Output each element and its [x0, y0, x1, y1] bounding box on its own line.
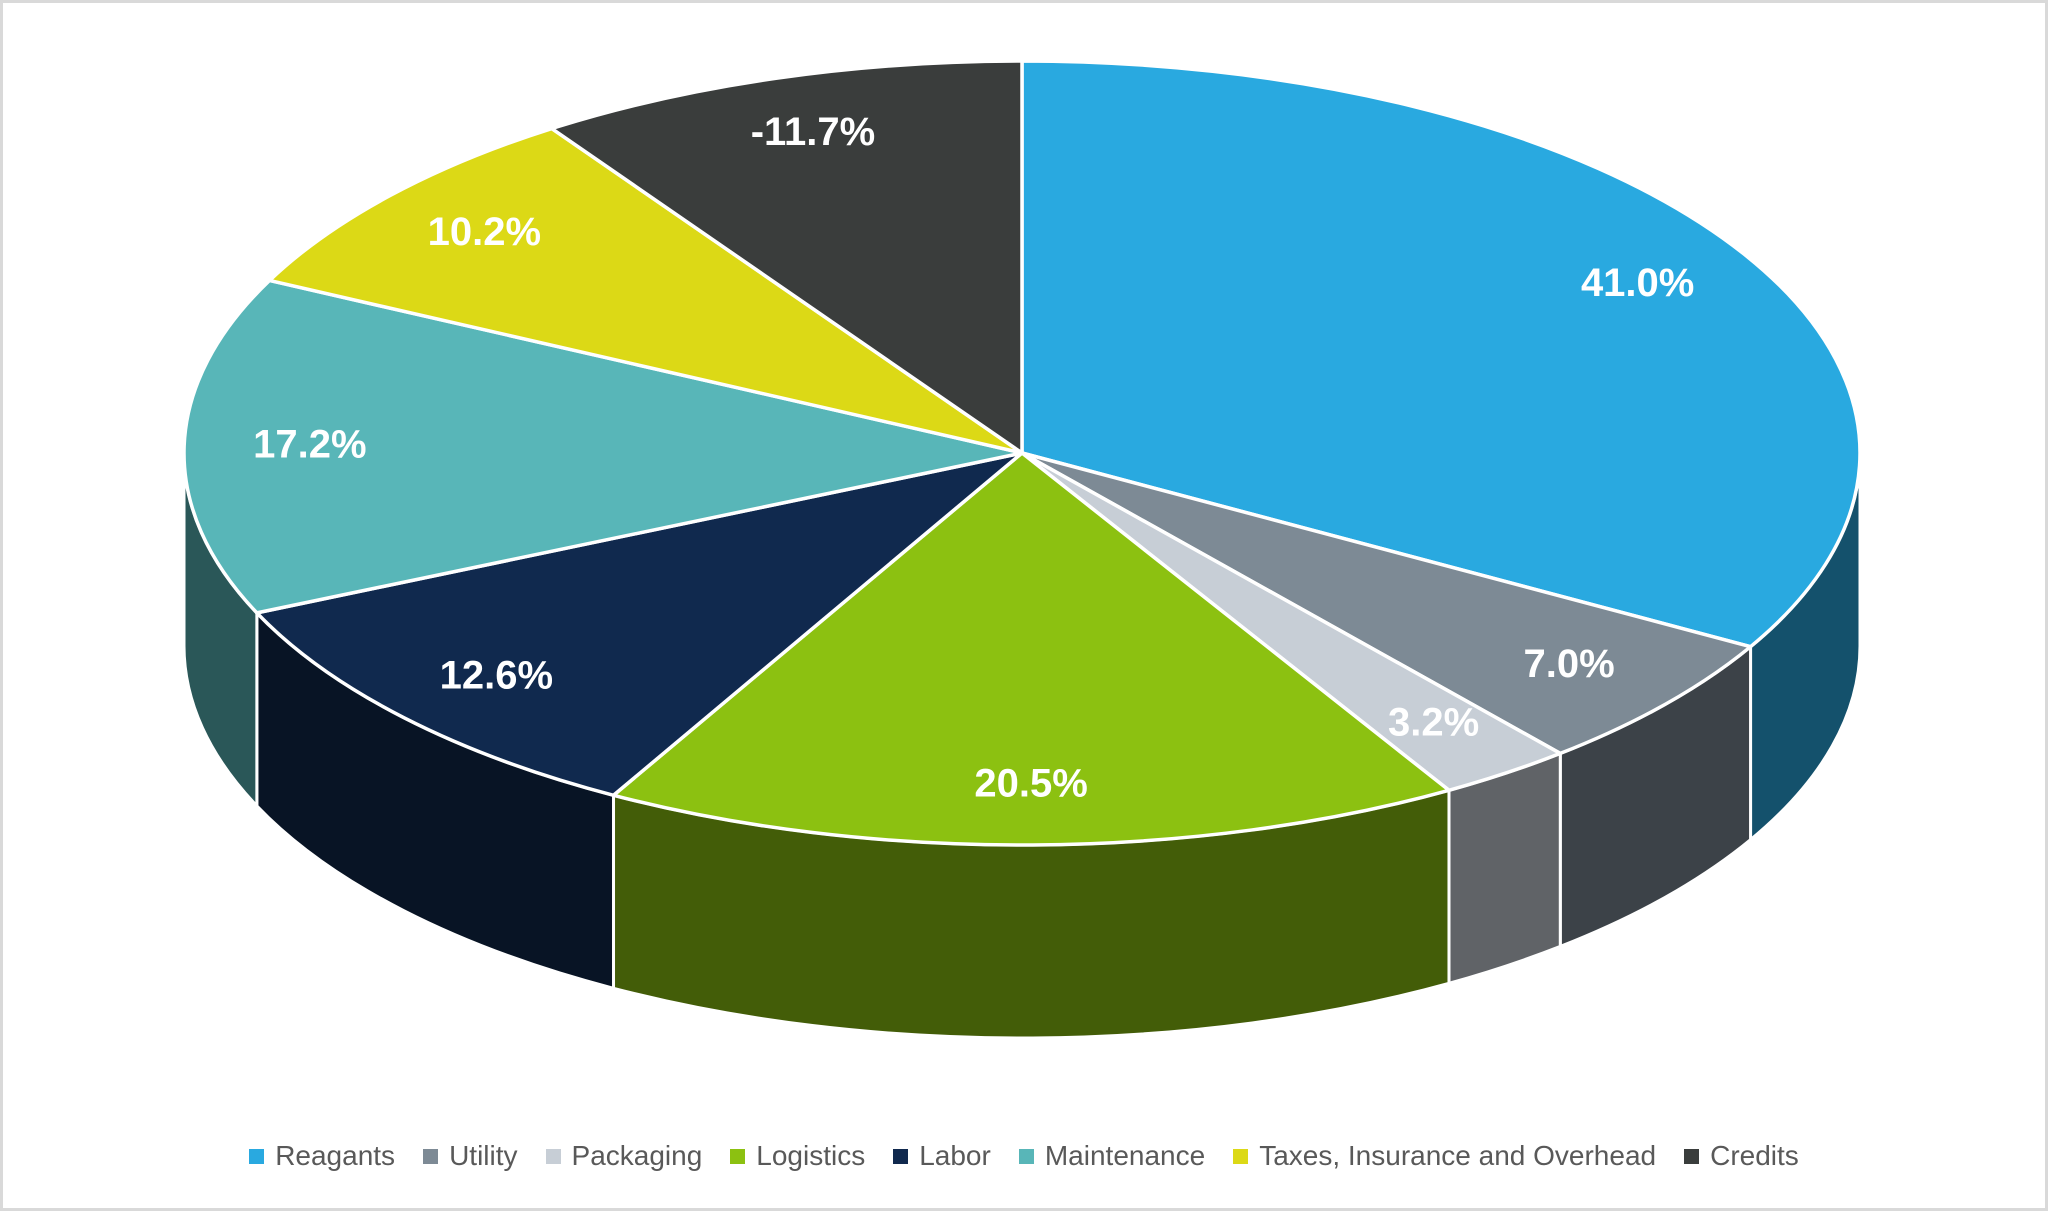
- pie-slice-reagants: [1020, 59, 1862, 649]
- pie-slice-taxes-insurance-and-overhead: [267, 126, 1024, 455]
- legend-marker-reagants: [249, 1148, 265, 1164]
- legend-marker-taxes-insurance-and-overhead: [1233, 1148, 1249, 1164]
- slice-data-label-utility: 7.0%: [1523, 642, 1614, 686]
- legend-item-labor: Labor: [893, 1142, 991, 1170]
- legend-marker-credits: [1684, 1148, 1700, 1164]
- slice-data-label-logistics: 20.5%: [974, 762, 1087, 806]
- legend-label-utility: Utility: [449, 1140, 518, 1171]
- legend-label-credits: Credits: [1710, 1140, 1799, 1171]
- pie-slice-utility: [1020, 451, 1753, 756]
- pie-chart-3d: 41.0% 7.0% 3.2% 20.5% 12.6% 17.2% 10.2% -11.7%: [182, 59, 1862, 1040]
- legend-marker-labor: [893, 1148, 909, 1164]
- slice-data-label-maintenance: 17.2%: [253, 423, 366, 467]
- legend-label-logistics: Logistics: [756, 1140, 866, 1171]
- slice-data-label-credits: -11.7%: [751, 110, 876, 154]
- pie-slice-maintenance: [182, 278, 1024, 615]
- legend-label-reagants: Reagants: [275, 1140, 396, 1171]
- pie-slice-wall-packaging: [1447, 751, 1562, 985]
- pie-slice-labor: [255, 451, 1024, 798]
- legend-label-taxes-insurance-and-overhead: Taxes, Insurance and Overhead: [1259, 1140, 1657, 1171]
- slice-data-label-packaging: 3.2%: [1388, 701, 1479, 745]
- legend-item-reagants: Reagants: [249, 1142, 395, 1170]
- slice-data-label-reagants: 41.0%: [1581, 261, 1694, 305]
- legend-label-labor: Labor: [919, 1140, 991, 1171]
- slice-data-label-labor: 12.6%: [440, 653, 553, 697]
- legend-marker-logistics: [730, 1148, 746, 1164]
- slice-data-label-taxes-insurance-and-overhead: 10.2%: [428, 210, 541, 254]
- legend-item-packaging: Packaging: [545, 1140, 703, 1171]
- legend-label-maintenance: Maintenance: [1044, 1140, 1206, 1171]
- legend-marker-maintenance: [1018, 1148, 1034, 1164]
- legend-item-taxes-insurance-and-overhead: Taxes, Insurance and Overhead: [1233, 1142, 1656, 1170]
- legend-item-maintenance: Maintenance: [1018, 1140, 1206, 1171]
- legend-item-utility: Utility: [423, 1140, 518, 1171]
- pie-slice-logistics: [611, 451, 1451, 847]
- legend-item-credits: Credits: [1684, 1142, 1799, 1170]
- legend-label-packaging: Packaging: [571, 1140, 703, 1171]
- chart-legend: Reagants Utility Packaging Logistics Labor Ma…: [3, 1142, 2045, 1170]
- legend-marker-utility: [423, 1148, 439, 1164]
- legend-item-logistics: Logistics: [730, 1142, 865, 1170]
- legend-marker-packaging: [545, 1148, 561, 1164]
- pie-slice-credits: [550, 59, 1024, 455]
